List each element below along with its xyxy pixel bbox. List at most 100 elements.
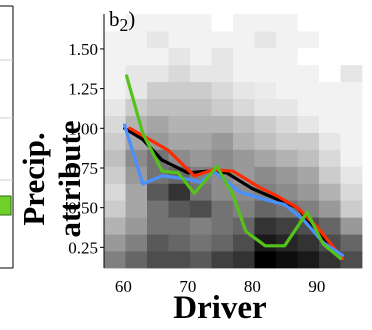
heatmap-cell — [125, 251, 148, 269]
heatmap-cell — [254, 30, 277, 49]
heatmap-cell — [190, 200, 212, 218]
heatmap-cell — [104, 64, 126, 83]
heatmap-cell — [147, 132, 169, 150]
heatmap-cell — [147, 115, 169, 133]
heatmap-cell — [340, 98, 363, 116]
heatmap-cell — [125, 30, 148, 49]
panel-label: b2) — [109, 7, 135, 36]
heatmap-cell — [190, 149, 212, 167]
heatmap-cell — [297, 47, 320, 66]
series-lines — [122, 74, 345, 261]
heatmap-cell — [319, 81, 341, 100]
heatmap-cell — [254, 234, 277, 252]
heatmap-cell — [297, 251, 320, 269]
heatmap-cell — [254, 200, 277, 218]
heatmap-cell — [297, 14, 320, 32]
heatmap-cell — [168, 81, 191, 100]
heatmap-cell — [211, 251, 234, 269]
heatmap-cell — [340, 64, 363, 83]
heatmap-cell — [297, 30, 320, 49]
heatmap-cell — [104, 81, 126, 100]
heatmap-cell — [254, 64, 277, 83]
heatmap-cell — [276, 14, 298, 32]
heatmap-cell — [254, 251, 277, 269]
heatmap-cell — [276, 166, 298, 184]
heatmap-cell — [104, 115, 126, 133]
heatmap-cell — [254, 81, 277, 100]
heatmap-cell — [211, 30, 234, 49]
heatmap-cell — [340, 47, 363, 66]
heatmap-cell — [168, 30, 191, 49]
heatmap-cell — [319, 132, 341, 150]
series-line-2 — [128, 126, 345, 261]
heatmap-cell — [276, 30, 298, 49]
heatmap-cell — [233, 81, 255, 100]
heatmap-cell — [340, 234, 363, 252]
heatmap-cell — [340, 132, 363, 150]
heatmap-cell — [168, 200, 191, 218]
heatmap-cell — [104, 217, 126, 235]
heatmap-cell — [147, 98, 169, 116]
heatmap-cell — [168, 115, 191, 133]
heatmap-cell — [147, 14, 169, 32]
heatmap-cell — [233, 234, 255, 252]
heatmap-cell — [254, 132, 277, 150]
y-tick-label: 0.75 — [68, 159, 98, 178]
heatmap-cell — [190, 217, 212, 235]
heatmap-cell — [340, 14, 363, 32]
heatmap-cell — [211, 81, 234, 100]
heatmap-cell — [211, 14, 234, 32]
heatmap-cell — [125, 200, 148, 218]
heatmap-cell — [104, 251, 126, 269]
x-axis-label: Driver — [173, 290, 267, 326]
heatmap-cell — [319, 47, 341, 66]
heatmap-cell — [340, 166, 363, 184]
heatmap-cell — [211, 115, 234, 133]
heatmap-cell — [297, 81, 320, 100]
heatmap-cell — [254, 166, 277, 184]
y-tick-label: 1.50 — [68, 40, 98, 59]
heatmap-cell — [276, 81, 298, 100]
y-tick-label: 1.25 — [68, 80, 98, 99]
heatmap-cell — [340, 149, 363, 167]
heatmap-cell — [319, 98, 341, 116]
heatmap-cell — [340, 217, 363, 235]
x-tick-label: 90 — [308, 277, 325, 296]
heatmap-cell — [254, 115, 277, 133]
heatmap-cell — [319, 115, 341, 133]
heatmap-cell — [211, 234, 234, 252]
y-tick-label: 1.00 — [68, 119, 98, 138]
heatmap-cells — [104, 14, 363, 269]
heatmap-cell — [233, 115, 255, 133]
heatmap-cell — [233, 149, 255, 167]
heatmap-cell — [104, 98, 126, 116]
heatmap-cell — [319, 183, 341, 201]
heatmap-cell — [276, 217, 298, 235]
heatmap-cell — [147, 30, 169, 49]
heatmap-cell — [147, 217, 169, 235]
heatmap-cell — [297, 234, 320, 252]
heatmap-cell — [168, 47, 191, 66]
heatmap-cell — [104, 200, 126, 218]
heatmap-cell — [319, 30, 341, 49]
heatmap-cell — [190, 98, 212, 116]
heatmap-cell — [233, 98, 255, 116]
heatmap-cell — [340, 115, 363, 133]
heatmap-cell — [254, 47, 277, 66]
heatmap-cell — [147, 251, 169, 269]
heatmap-cell — [190, 115, 212, 133]
heatmap-cell — [125, 64, 148, 83]
heatmap-cell — [276, 64, 298, 83]
heatmap-cell — [190, 183, 212, 201]
heatmap-cell — [297, 149, 320, 167]
heatmap-cell — [190, 47, 212, 66]
heatmap-cell — [104, 234, 126, 252]
heatmap-cell — [168, 234, 191, 252]
heatmap-cell — [319, 217, 341, 235]
heatmap-cell — [190, 234, 212, 252]
panel-label-paren: ) — [128, 7, 136, 31]
heatmap-cell — [147, 64, 169, 83]
heatmap-cell — [233, 47, 255, 66]
